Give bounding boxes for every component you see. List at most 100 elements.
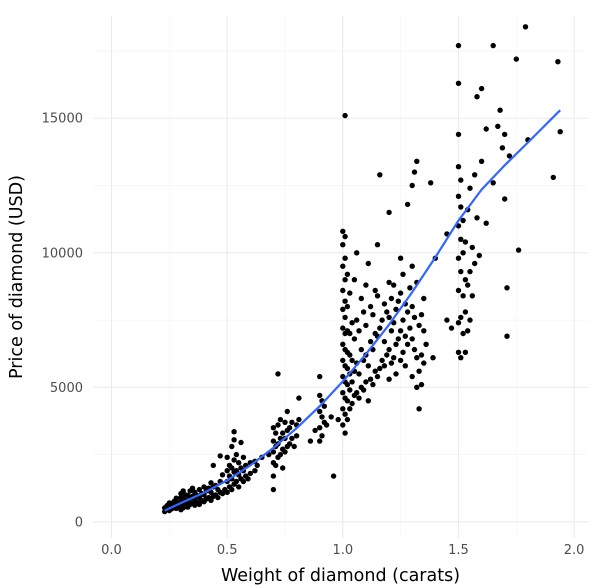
data-point — [474, 94, 480, 100]
data-point — [173, 495, 179, 501]
y-tick-label: 10000 — [42, 246, 83, 261]
data-point — [340, 325, 346, 331]
data-point — [418, 352, 425, 358]
data-point — [219, 490, 226, 497]
data-point — [374, 373, 381, 380]
data-point — [229, 443, 235, 450]
data-point — [236, 460, 242, 466]
data-point — [428, 180, 434, 186]
data-point — [377, 172, 383, 178]
data-point — [386, 209, 392, 216]
data-point — [388, 295, 395, 302]
data-point — [347, 330, 353, 337]
data-point — [240, 454, 247, 460]
data-point — [312, 427, 318, 434]
data-point — [354, 250, 360, 256]
data-point — [409, 263, 415, 269]
data-point — [460, 293, 466, 299]
data-point — [458, 204, 464, 210]
data-point — [340, 306, 346, 312]
data-point — [393, 371, 399, 377]
data-point — [210, 462, 216, 469]
x-tick-label: 1.0 — [332, 543, 353, 558]
data-point — [460, 330, 466, 337]
data-point — [504, 285, 510, 291]
data-points — [162, 24, 563, 515]
data-point — [252, 468, 258, 474]
x-axis-tick-labels: 0.0 0.5 1.0 1.5 2.0 — [101, 543, 584, 558]
data-point — [388, 328, 395, 334]
data-point — [395, 336, 401, 342]
data-point — [483, 126, 489, 132]
data-point — [317, 438, 323, 444]
data-point — [291, 443, 297, 450]
data-point — [342, 233, 348, 240]
data-point — [497, 107, 503, 113]
data-point — [522, 24, 529, 30]
data-point — [465, 282, 471, 288]
data-point — [418, 381, 425, 388]
data-point — [455, 287, 462, 294]
data-point — [414, 384, 420, 390]
data-point — [344, 398, 351, 404]
data-point — [402, 363, 408, 369]
data-point — [319, 433, 325, 439]
data-point — [340, 422, 346, 428]
data-point — [342, 112, 348, 119]
data-point — [490, 180, 496, 186]
data-point — [386, 279, 392, 286]
data-point — [367, 376, 374, 382]
data-point — [421, 328, 427, 334]
data-point — [342, 277, 348, 283]
data-point — [219, 472, 226, 478]
data-point — [363, 322, 369, 329]
data-point — [196, 486, 203, 493]
data-point — [411, 346, 418, 353]
data-point — [407, 325, 413, 331]
data-point — [458, 177, 464, 183]
data-point — [270, 425, 277, 431]
data-point — [377, 365, 383, 372]
data-point — [282, 449, 288, 455]
data-point — [277, 451, 284, 458]
data-point — [342, 255, 348, 261]
data-point — [455, 80, 462, 87]
data-point — [462, 239, 469, 245]
data-point — [462, 309, 469, 315]
data-point — [462, 349, 469, 355]
data-point — [277, 416, 284, 423]
data-point — [247, 470, 253, 477]
data-point — [469, 293, 475, 299]
data-point — [458, 236, 464, 242]
data-point — [349, 379, 355, 385]
data-point — [233, 451, 240, 458]
y-tick-label: 15000 — [42, 112, 83, 127]
data-point — [347, 387, 353, 393]
data-point — [467, 268, 473, 275]
data-point — [374, 242, 381, 248]
data-point — [502, 196, 508, 202]
x-tick-label: 2.0 — [564, 543, 585, 558]
data-point — [317, 408, 323, 415]
data-point — [381, 301, 388, 307]
data-point — [490, 42, 496, 49]
data-point — [455, 349, 462, 355]
data-point — [421, 360, 427, 366]
data-point — [296, 395, 302, 401]
data-point — [282, 419, 288, 425]
data-point — [372, 287, 378, 294]
data-point — [273, 430, 279, 436]
data-point — [409, 182, 415, 189]
data-point — [416, 406, 422, 412]
data-point — [478, 158, 485, 164]
data-point — [319, 414, 325, 420]
data-point — [254, 462, 260, 469]
data-point — [229, 486, 235, 493]
data-point — [275, 422, 281, 428]
data-point — [307, 438, 314, 444]
data-point — [354, 317, 360, 323]
data-point — [367, 303, 374, 310]
data-point — [407, 285, 413, 291]
data-point — [495, 123, 501, 129]
